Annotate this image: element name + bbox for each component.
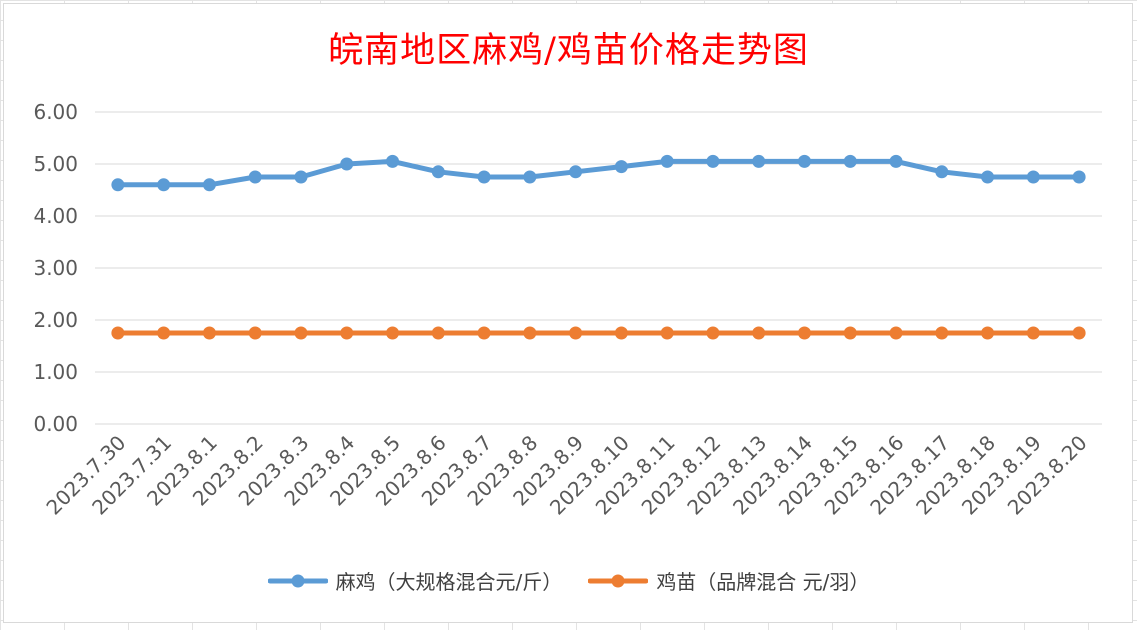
data-point-series-1 <box>248 170 262 184</box>
y-tick-label: 0.00 <box>33 412 78 436</box>
data-point-series-2 <box>706 326 720 340</box>
data-point-series-1 <box>981 170 995 184</box>
data-point-series-1 <box>1026 170 1040 184</box>
data-point-series-2 <box>248 326 262 340</box>
data-point-series-2 <box>752 326 766 340</box>
y-tick-label: 5.00 <box>33 152 78 176</box>
data-point-series-1 <box>935 165 949 179</box>
legend-label-series-2: 鸡苗（品牌混合 元/羽） <box>656 570 870 594</box>
data-point-series-1 <box>1072 170 1086 184</box>
legend-marker-series-1 <box>267 574 328 587</box>
data-point-series-2 <box>1026 326 1040 340</box>
series-line-1 <box>115 158 1082 188</box>
data-point-series-2 <box>935 326 949 340</box>
y-tick-label: 1.00 <box>33 360 78 384</box>
data-point-series-1 <box>843 154 857 168</box>
data-point-series-2 <box>294 326 308 340</box>
data-point-series-2 <box>1072 326 1086 340</box>
legend-dot <box>611 574 625 587</box>
chart-title: 皖南地区麻鸡/鸡苗价格走势图 <box>328 31 809 71</box>
data-point-series-2 <box>889 326 903 340</box>
data-point-series-2 <box>660 326 674 340</box>
data-point-series-1 <box>340 157 354 171</box>
data-point-series-2 <box>111 326 125 340</box>
data-point-series-1 <box>157 178 171 192</box>
data-point-series-1 <box>660 154 674 168</box>
legend-item-series-2[interactable]: 鸡苗（品牌混合 元/羽） <box>588 566 869 595</box>
data-point-series-1 <box>706 154 720 168</box>
data-point-series-2 <box>614 326 628 340</box>
legend-marker-series-2 <box>588 574 649 587</box>
legend: 麻鸡（大规格混合元/斤） 鸡苗（品牌混合 元/羽） <box>0 566 1137 595</box>
legend-label-series-1: 麻鸡（大规格混合元/斤） <box>335 570 563 594</box>
data-point-series-1 <box>797 154 811 168</box>
y-tick-label: 6.00 <box>33 100 78 124</box>
data-point-series-2 <box>523 326 537 340</box>
data-point-series-1 <box>386 154 400 168</box>
data-point-series-2 <box>981 326 995 340</box>
y-tick-label: 3.00 <box>33 256 78 280</box>
data-point-series-1 <box>294 170 308 184</box>
data-point-series-2 <box>843 326 857 340</box>
data-point-series-2 <box>202 326 216 340</box>
data-point-series-2 <box>340 326 354 340</box>
data-point-series-1 <box>614 160 628 174</box>
y-tick-label: 2.00 <box>33 308 78 332</box>
data-point-series-2 <box>157 326 171 340</box>
chart-area[interactable] <box>3 3 1133 623</box>
data-point-series-1 <box>752 154 766 168</box>
data-point-series-2 <box>431 326 445 340</box>
legend-dot <box>291 574 305 587</box>
data-point-series-1 <box>111 178 125 192</box>
data-point-series-1 <box>477 170 491 184</box>
data-point-series-2 <box>477 326 491 340</box>
data-point-series-2 <box>569 326 583 340</box>
data-point-series-1 <box>202 178 216 192</box>
data-point-series-1 <box>431 165 445 179</box>
data-point-series-1 <box>889 154 903 168</box>
y-tick-label: 4.00 <box>33 204 78 228</box>
data-point-series-1 <box>523 170 537 184</box>
data-point-series-2 <box>386 326 400 340</box>
legend-item-series-1[interactable]: 麻鸡（大规格混合元/斤） <box>267 566 563 595</box>
data-point-series-2 <box>797 326 811 340</box>
data-point-series-1 <box>569 165 583 179</box>
